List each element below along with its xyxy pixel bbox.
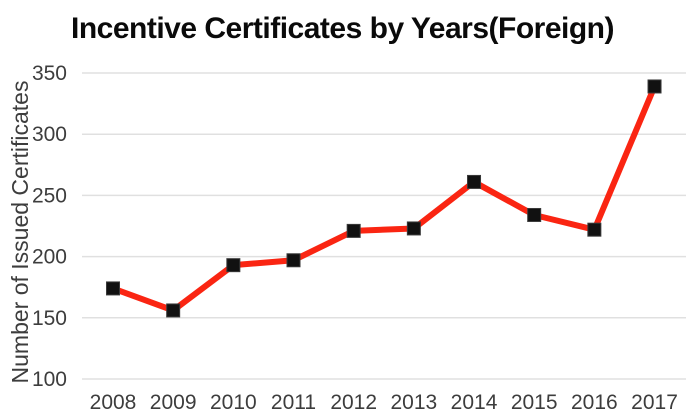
- y-axis-title: Number of Issued Certificates: [7, 80, 33, 384]
- data-point-marker-2017: [647, 79, 662, 94]
- data-point-marker-2011: [286, 253, 301, 268]
- x-tick-label-2012: 2012: [330, 391, 377, 414]
- x-tick-label-2014: 2014: [451, 391, 498, 414]
- data-point-marker-2010: [226, 258, 241, 273]
- data-point-marker-2009: [166, 303, 181, 318]
- data-point-marker-2012: [346, 223, 361, 238]
- data-point-marker-2015: [527, 207, 542, 222]
- data-point-marker-2008: [106, 281, 120, 296]
- data-point-marker-2016: [587, 222, 602, 237]
- x-tick-label-2008: 2008: [90, 391, 137, 414]
- x-tick-label-2011: 2011: [271, 391, 316, 414]
- y-tick-label-300: 300: [32, 123, 67, 146]
- x-tick-label-2009: 2009: [150, 391, 197, 414]
- chart-title: Incentive Certificates by Years(Foreign): [71, 12, 614, 45]
- x-tick-label-2015: 2015: [511, 391, 558, 414]
- x-tick-label-2016: 2016: [571, 391, 618, 414]
- y-tick-label-100: 100: [32, 368, 67, 391]
- y-tick-label-250: 250: [32, 184, 67, 207]
- x-tick-label-2017: 2017: [631, 391, 678, 414]
- y-tick-label-200: 200: [32, 246, 67, 269]
- x-tick-label-2010: 2010: [210, 391, 257, 414]
- y-tick-label-350: 350: [32, 62, 67, 85]
- x-tick-label-2013: 2013: [390, 391, 437, 414]
- data-line-issued-certificates: [110, 83, 658, 314]
- data-point-marker-2014: [467, 174, 482, 189]
- y-tick-label-150: 150: [32, 307, 67, 330]
- data-point-marker-2013: [406, 221, 421, 236]
